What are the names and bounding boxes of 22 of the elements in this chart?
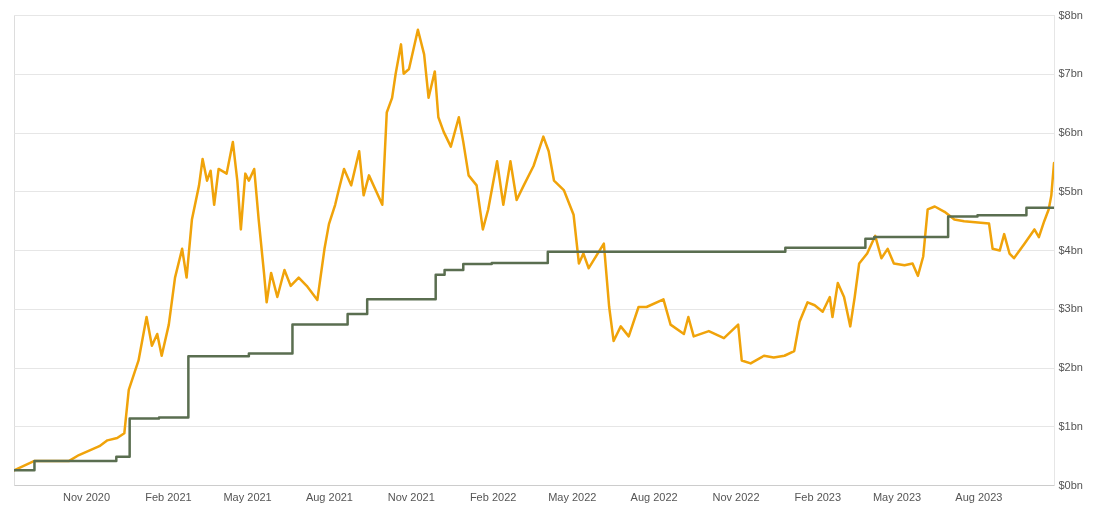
x-tick-label: Nov 2022 <box>712 490 760 503</box>
x-tick-label: May 2021 <box>223 490 272 503</box>
y-tick-label: $7bn <box>1058 67 1083 80</box>
x-tick-label: Feb 2023 <box>794 490 842 503</box>
y-tick-label: $3bn <box>1058 302 1083 315</box>
x-tick-label: Aug 2022 <box>630 490 678 503</box>
x-tick-label: Nov 2020 <box>63 490 111 503</box>
y-tick-label: $2bn <box>1058 361 1083 373</box>
y-tick-label: $4bn <box>1058 243 1083 256</box>
x-tick-label: Feb 2021 <box>145 490 192 503</box>
y-tick-label: $0bn <box>1058 478 1083 491</box>
y-tick-label: $1bn <box>1058 419 1083 432</box>
x-tick-label: May 2023 <box>872 490 922 503</box>
x-tick-label: May 2022 <box>548 490 597 503</box>
y-tick-label: $5bn <box>1058 184 1083 197</box>
y-tick-label: $8bn <box>1058 8 1083 21</box>
x-tick-label: Feb 2022 <box>469 490 517 503</box>
line-series <box>14 28 1054 472</box>
x-tick-label: Nov 2021 <box>387 490 435 503</box>
x-tick-label: Aug 2021 <box>305 490 353 503</box>
y-tick-label: $6bn <box>1058 126 1083 138</box>
x-tick-label: Aug 2023 <box>955 490 1003 503</box>
